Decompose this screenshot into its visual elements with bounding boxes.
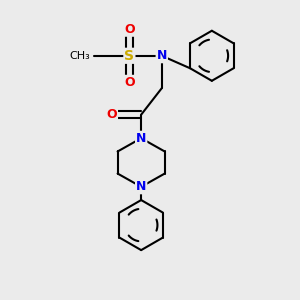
Text: O: O (124, 23, 135, 36)
Text: O: O (106, 108, 117, 121)
Text: N: N (157, 49, 167, 62)
Text: N: N (136, 180, 146, 193)
Text: O: O (124, 76, 135, 89)
Text: S: S (124, 49, 134, 63)
Text: N: N (136, 132, 146, 145)
Text: CH₃: CH₃ (69, 51, 90, 61)
